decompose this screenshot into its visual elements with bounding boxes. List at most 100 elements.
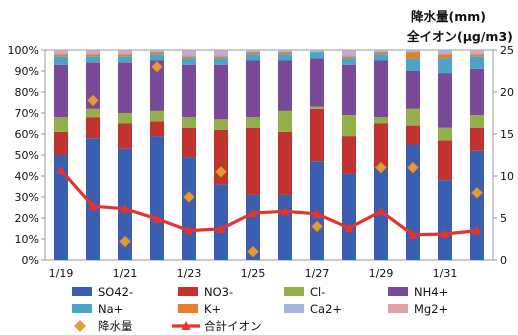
bar-segment-mg2-1: [86, 50, 100, 53]
precipitation-point-11: [407, 161, 419, 174]
bar-segment-no3-0: [54, 131, 68, 155]
x-tick-label-5: 1/29: [369, 267, 394, 280]
y-left-tick-label-9: 90%: [15, 65, 39, 78]
bar-segment-cl-0: [54, 117, 68, 132]
x-tick-label-2: 1/23: [177, 267, 202, 280]
legend-swatch-na: [72, 304, 92, 313]
bar-segment-cl-3: [150, 110, 164, 122]
bar-segment-mg2-9: [342, 50, 356, 53]
precipitation-point-5: [215, 165, 227, 178]
bar-segment-ca2-0: [54, 52, 68, 55]
bar-segment-ca2-3: [150, 50, 164, 53]
precipitation-point-6: [247, 245, 259, 258]
precipitation-point-1: [87, 94, 99, 107]
bar-segment-no3-12: [438, 140, 452, 181]
precipitation-point-8: [311, 220, 323, 233]
bar-segment-so42-0: [54, 155, 68, 260]
precipitation-point-3: [151, 60, 163, 73]
bar-segment-na-7: [278, 54, 292, 61]
y-right-tick-label-2: 10: [500, 170, 514, 183]
bar-segment-nh4-0: [54, 64, 68, 118]
bar-segment-k-11: [406, 52, 420, 59]
bar-segment-na-10: [374, 54, 388, 61]
bar-segment-k-3: [150, 52, 164, 55]
y-left-tick-label-10: 100%: [8, 44, 39, 57]
bar-segment-ca2-12: [438, 50, 452, 55]
bar-segment-nh4-7: [278, 60, 292, 111]
bar-segment-so42-9: [342, 173, 356, 260]
total-ions-point-10: [376, 206, 386, 216]
y-axis-right: 0 5 10 15 20 25: [493, 44, 514, 267]
y-left-tick-label-7: 70%: [15, 107, 39, 120]
bar-segment-k-7: [278, 52, 292, 55]
bar-segment-na-2: [118, 56, 132, 63]
bar-segment-mg2-0: [54, 50, 68, 53]
bar-segment-no3-1: [86, 117, 100, 139]
bar-segment-cl-6: [246, 117, 260, 128]
y-axis-left: 0% 10% 20% 30% 40% 50% 60% 70% 80% 90% 100%: [8, 44, 45, 267]
total-ions-point-8: [312, 208, 322, 218]
bar-segment-no3-2: [118, 123, 132, 149]
bar-segment-ca2-8: [310, 50, 324, 53]
total-ions-point-5: [216, 223, 226, 233]
total-ions-line-group: [56, 165, 482, 239]
total-ions-point-7: [280, 206, 290, 216]
bar-segment-na-4: [182, 58, 196, 65]
y-left-tick-label-5: 50%: [15, 149, 39, 162]
bar-segment-mg2-4: [182, 50, 196, 53]
bar-segment-nh4-13: [470, 68, 484, 116]
x-axis: 1/19 1/21 1/23 1/25 1/27 1/29 1/31: [49, 267, 458, 280]
bar-segment-no3-8: [310, 108, 324, 162]
bar-segment-na-12: [438, 58, 452, 74]
bar-segment-k-4: [182, 56, 196, 59]
bar-segment-nh4-6: [246, 60, 260, 118]
total-ions-point-3: [152, 213, 162, 223]
bar-segment-so42-4: [182, 157, 196, 260]
bar-segment-ca2-4: [182, 52, 196, 57]
bar-segment-nh4-2: [118, 62, 132, 113]
bar-segment-so42-13: [470, 150, 484, 260]
precipitation-point-10: [375, 161, 387, 174]
bar-segment-no3-11: [406, 125, 420, 145]
y-left-tick-label-4: 40%: [15, 170, 39, 183]
bar-segment-k-10: [374, 52, 388, 55]
bar-segment-na-0: [54, 56, 68, 65]
bar-segment-no3-13: [470, 127, 484, 151]
legend-label-mg2: Mg2+: [414, 302, 448, 316]
bar-segment-k-5: [214, 56, 228, 59]
legend-swatch-ca2: [284, 304, 304, 313]
bar-segment-no3-6: [246, 127, 260, 195]
total-ions-point-9: [344, 223, 354, 233]
y-right-tick-label-1: 5: [500, 212, 507, 225]
legend-label-cl: Cl-: [310, 285, 325, 299]
y-left-tick-label-8: 80%: [15, 86, 39, 99]
bar-segment-nh4-8: [310, 58, 324, 107]
legend-label-so42: SO42-: [98, 285, 133, 299]
bar-segment-no3-3: [150, 121, 164, 137]
bar-segment-na-13: [470, 56, 484, 69]
y-left-tick-label-0: 0%: [22, 254, 39, 267]
bar-segment-k-1: [86, 54, 100, 57]
bar-segment-k-6: [246, 52, 260, 55]
legend-label-k: K+: [204, 302, 221, 316]
legend-marker-total-ions: [181, 321, 191, 330]
legend-swatch-k: [178, 304, 198, 313]
bar-segment-nh4-4: [182, 64, 196, 118]
total-ions-line: [59, 169, 478, 237]
bar-segment-na-6: [246, 54, 260, 61]
bar-segment-ca2-9: [342, 52, 356, 57]
bar-segment-ca2-2: [118, 52, 132, 55]
precipitation-point-4: [183, 191, 195, 203]
bar-segment-mg2-13: [470, 50, 484, 53]
bar-segment-na-1: [86, 56, 100, 63]
y-right-tick-label-4: 20: [500, 86, 514, 99]
legend-swatch-no3: [178, 287, 198, 296]
bar-segment-cl-9: [342, 115, 356, 137]
legend-label-total-ions: 合計イオン: [204, 319, 262, 333]
bar-segment-so42-7: [278, 194, 292, 260]
legend-swatch-cl: [284, 287, 304, 296]
bar-segment-cl-10: [374, 117, 388, 124]
legend: SO42- NO3- Cl- NH4+ Na+ K+ Ca2+ Mg2+ 降水量 合計イオン: [72, 285, 448, 333]
total-ions-point-2: [120, 203, 130, 213]
bar-segment-k-12: [438, 54, 452, 59]
